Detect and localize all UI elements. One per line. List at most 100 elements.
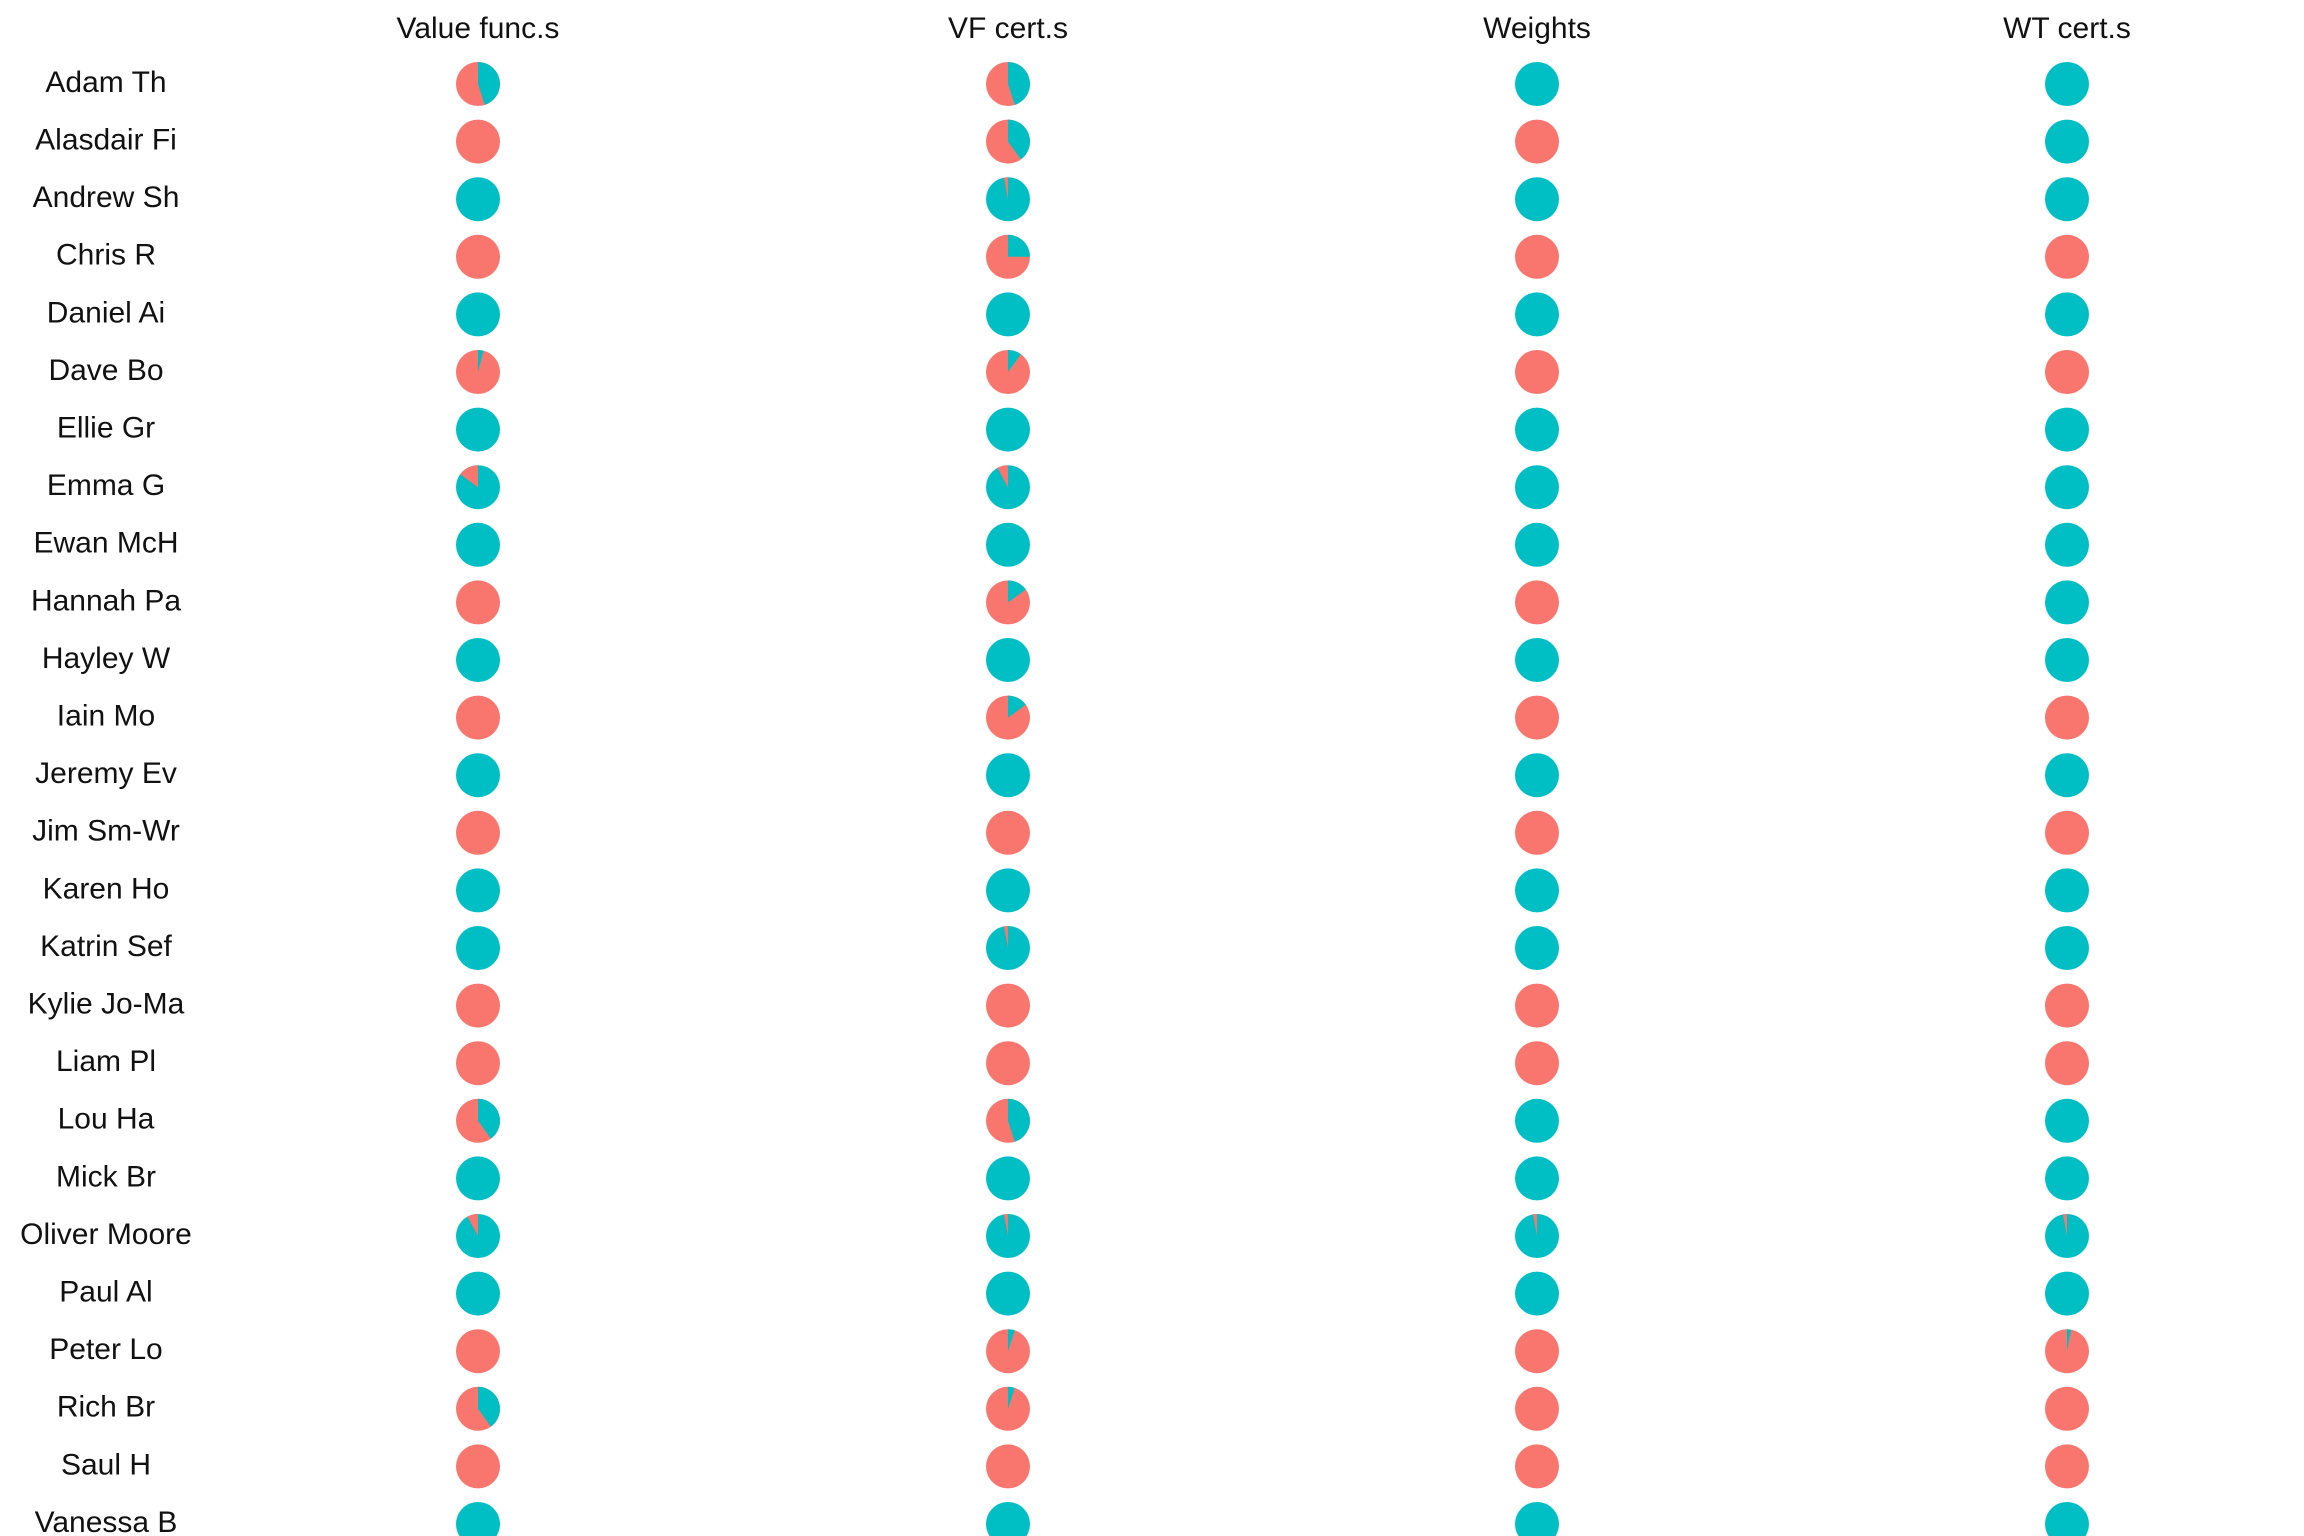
pie-base-slice bbox=[1515, 292, 1559, 337]
pie-base-slice bbox=[2045, 177, 2089, 222]
pie-base-slice bbox=[456, 177, 500, 222]
pie-base-slice bbox=[456, 868, 500, 913]
pie-base-slice bbox=[456, 1156, 500, 1201]
pie-jim-sm-wr-weights bbox=[1515, 810, 1559, 855]
pie-base-slice bbox=[986, 868, 1030, 913]
row-label-daniel-ai: Daniel Ai bbox=[47, 296, 165, 329]
pie-base-slice bbox=[2045, 350, 2089, 394]
pie-emma-g-vf-cert-s bbox=[986, 465, 1030, 510]
row-label-karen-ho: Karen Ho bbox=[43, 872, 170, 905]
pie-daniel-ai-value-func-s bbox=[456, 292, 500, 337]
row-labels: Adam Th Alasdair Fi Andrew Sh Chris R Daniel… bbox=[20, 66, 192, 1536]
pie-karen-ho-vf-cert-s bbox=[986, 868, 1030, 913]
pie-kylie-jo-ma-wt-cert-s bbox=[2045, 983, 2089, 1028]
pie-iain-mo-wt-cert-s bbox=[2045, 695, 2089, 740]
pie-iain-mo-weights bbox=[1515, 695, 1559, 740]
pie-rich-br-value-func-s bbox=[456, 1386, 501, 1431]
row-label-jim-sm-wr: Jim Sm-Wr bbox=[32, 815, 180, 848]
pie-mick-br-weights bbox=[1515, 1156, 1559, 1201]
pie-emma-g-wt-cert-s bbox=[2045, 465, 2089, 510]
pie-slice-teal bbox=[1008, 1329, 1015, 1352]
pie-base-slice bbox=[986, 1041, 1030, 1086]
pie-base-slice bbox=[2045, 292, 2089, 337]
pie-slice-salmon bbox=[2062, 1214, 2067, 1236]
row-label-chris-r: Chris R bbox=[56, 239, 156, 272]
pie-mick-br-value-func-s bbox=[456, 1156, 500, 1201]
pie-katrin-sef-vf-cert-s bbox=[986, 926, 1030, 970]
column-headers: Value func.s VF cert.s Weights WT cert.s bbox=[397, 12, 2131, 45]
row-label-rich-br: Rich Br bbox=[57, 1391, 155, 1424]
row-label-peter-lo: Peter Lo bbox=[49, 1333, 162, 1366]
pie-base-slice bbox=[2045, 1098, 2089, 1143]
pie-andrew-sh-weights bbox=[1515, 177, 1559, 222]
pie-oliver-moore-wt-cert-s bbox=[2045, 1214, 2089, 1258]
pie-slice-salmon bbox=[467, 1214, 478, 1236]
pie-base-slice bbox=[986, 983, 1030, 1028]
pie-oliver-moore-vf-cert-s bbox=[986, 1214, 1030, 1258]
pie-base-slice bbox=[1515, 1098, 1559, 1143]
pie-base-slice bbox=[986, 292, 1030, 337]
pie-base-slice bbox=[986, 1156, 1030, 1201]
pie-base-slice bbox=[1515, 926, 1559, 970]
pie-adam-th-wt-cert-s bbox=[2045, 62, 2089, 106]
pie-ewan-mch-weights bbox=[1515, 522, 1559, 567]
pie-base-slice bbox=[456, 753, 500, 798]
pie-kylie-jo-ma-weights bbox=[1515, 983, 1559, 1028]
pie-vanessa-b-value-func-s bbox=[456, 1502, 500, 1536]
pie-base-slice bbox=[456, 580, 500, 625]
pie-katrin-sef-weights bbox=[1515, 926, 1559, 970]
pie-chris-r-weights bbox=[1515, 234, 1559, 279]
pie-adam-th-weights bbox=[1515, 62, 1559, 106]
pie-peter-lo-weights bbox=[1515, 1329, 1559, 1374]
pie-base-slice bbox=[456, 926, 500, 970]
pie-rich-br-wt-cert-s bbox=[2045, 1386, 2089, 1431]
pie-alasdair-fi-weights bbox=[1515, 119, 1559, 164]
pie-slice-salmon bbox=[1003, 926, 1008, 948]
pie-base-slice bbox=[2045, 638, 2089, 682]
pie-vanessa-b-weights bbox=[1515, 1502, 1559, 1536]
pie-base-slice bbox=[1515, 1329, 1559, 1374]
pie-vanessa-b-vf-cert-s bbox=[986, 1502, 1030, 1536]
pie-chris-r-value-func-s bbox=[456, 234, 500, 279]
pie-slice-salmon bbox=[1003, 1214, 1008, 1236]
pie-iain-mo-value-func-s bbox=[456, 695, 500, 740]
pie-base-slice bbox=[1515, 868, 1559, 913]
pie-base-slice bbox=[456, 522, 500, 567]
pie-hayley-w-value-func-s bbox=[456, 638, 500, 682]
pie-base-slice bbox=[456, 1329, 500, 1374]
pie-base-slice bbox=[986, 638, 1030, 682]
pie-base-slice bbox=[456, 1502, 500, 1536]
pie-hayley-w-wt-cert-s bbox=[2045, 638, 2089, 682]
row-label-emma-g: Emma G bbox=[47, 469, 165, 502]
pie-saul-h-weights bbox=[1515, 1444, 1559, 1489]
pie-base-slice bbox=[2045, 62, 2089, 106]
row-label-katrin-sef: Katrin Sef bbox=[40, 930, 172, 963]
column-header-vf-cert-s: VF cert.s bbox=[948, 12, 1068, 45]
pie-base-slice bbox=[1515, 119, 1559, 164]
pie-slice-teal bbox=[1008, 119, 1031, 160]
pie-liam-pl-wt-cert-s bbox=[2045, 1041, 2089, 1086]
pie-base-slice bbox=[2045, 810, 2089, 855]
pie-base-slice bbox=[1515, 1386, 1559, 1431]
pie-saul-h-vf-cert-s bbox=[986, 1444, 1030, 1489]
pie-base-slice bbox=[456, 983, 500, 1028]
pie-karen-ho-weights bbox=[1515, 868, 1559, 913]
pie-slice-salmon bbox=[1003, 177, 1008, 200]
pie-base-slice bbox=[986, 810, 1030, 855]
pie-saul-h-value-func-s bbox=[456, 1444, 500, 1489]
pie-slice-teal bbox=[1008, 62, 1030, 105]
pie-base-slice bbox=[986, 1444, 1030, 1489]
pie-slice-salmon bbox=[1532, 1214, 1537, 1236]
column-header-value-func-s: Value func.s bbox=[397, 12, 560, 45]
row-label-saul-h: Saul H bbox=[61, 1448, 151, 1481]
row-label-andrew-sh: Andrew Sh bbox=[33, 181, 180, 214]
pie-ellie-gr-wt-cert-s bbox=[2045, 407, 2089, 452]
pie-jim-sm-wr-value-func-s bbox=[456, 810, 500, 855]
pie-dave-bo-weights bbox=[1515, 350, 1559, 394]
pie-base-slice bbox=[986, 753, 1030, 798]
pie-jeremy-ev-value-func-s bbox=[456, 753, 500, 798]
row-label-lou-ha: Lou Ha bbox=[58, 1103, 155, 1136]
pie-rich-br-weights bbox=[1515, 1386, 1559, 1431]
pie-daniel-ai-wt-cert-s bbox=[2045, 292, 2089, 337]
